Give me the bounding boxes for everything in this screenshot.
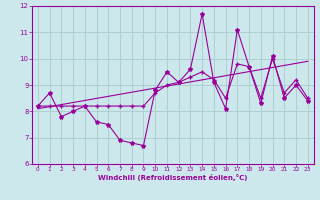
X-axis label: Windchill (Refroidissement éolien,°C): Windchill (Refroidissement éolien,°C) (98, 174, 247, 181)
